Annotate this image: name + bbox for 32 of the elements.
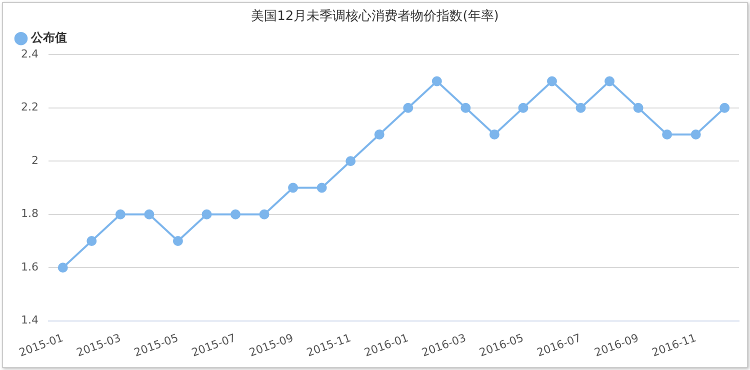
y-tick-label: 1.8 <box>20 207 38 220</box>
point <box>144 209 154 220</box>
chart-title: 美国12月未季调核心消费者物价指数(年率) <box>251 8 499 24</box>
point <box>259 209 270 220</box>
point <box>115 209 126 220</box>
y-tick-label: 1.4 <box>20 314 38 327</box>
point <box>288 182 298 193</box>
y-tick-label: 2.4 <box>20 47 38 60</box>
point <box>172 236 183 246</box>
point <box>518 102 528 113</box>
point <box>546 76 557 86</box>
y-tick-label: 1.6 <box>20 260 38 274</box>
point <box>403 102 414 113</box>
point <box>576 102 586 113</box>
y-tick-label: 2.2 <box>20 100 38 114</box>
point <box>460 102 471 113</box>
point <box>432 76 442 86</box>
point <box>86 236 97 246</box>
point <box>690 129 701 140</box>
legend-label: 公布值 <box>30 30 67 45</box>
y-tick-label: 2 <box>31 154 38 167</box>
point <box>230 209 241 220</box>
point <box>58 262 68 273</box>
point <box>633 102 644 113</box>
point <box>604 76 615 86</box>
point <box>316 182 327 193</box>
point <box>720 102 730 113</box>
point <box>374 129 384 140</box>
point <box>202 209 212 220</box>
point <box>662 129 672 140</box>
point <box>489 129 500 140</box>
point <box>346 156 356 166</box>
